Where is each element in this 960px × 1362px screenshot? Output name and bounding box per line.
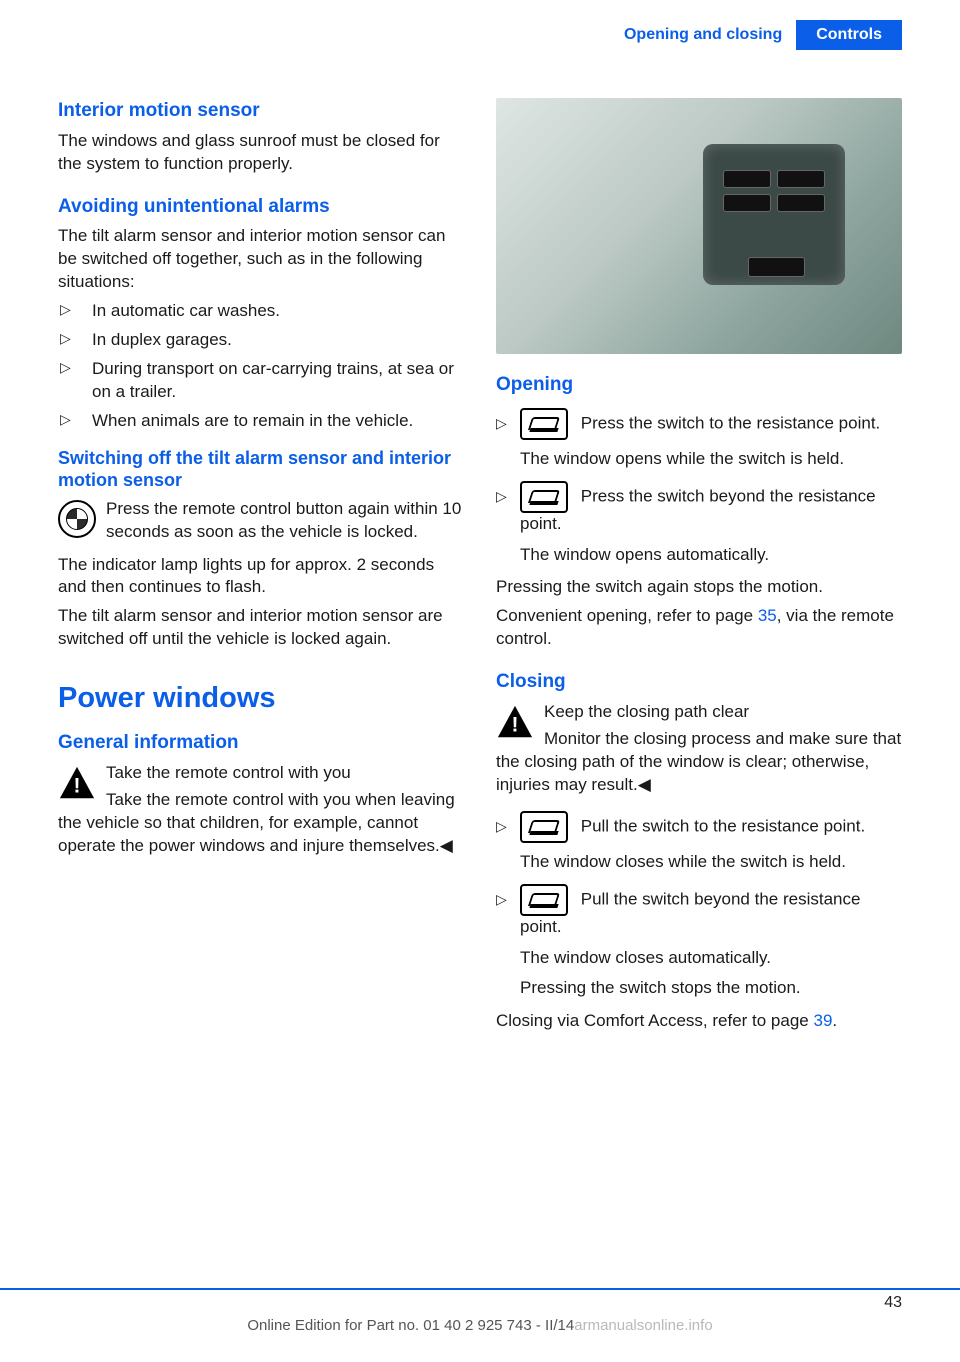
list-item: ▷ Pull the switch to the resistance poin… xyxy=(496,811,902,874)
open-step-text: Press the switch to the resistance point… xyxy=(581,413,881,432)
footer: 43 Online Edition for Part no. 01 40 2 9… xyxy=(0,1316,960,1336)
open-step-text: Press the switch beyond the resistance p… xyxy=(520,486,876,533)
list-avoid-situations: In automatic car washes. In duplex garag… xyxy=(58,300,464,433)
bullet-marker-icon: ▷ xyxy=(496,817,507,836)
list-item: ▷ Press the switch beyond the resistance… xyxy=(496,481,902,567)
close-step-note: Pressing the switch stops the motion. xyxy=(520,977,902,1000)
list-item: During transport on car-carrying trains,… xyxy=(58,358,464,404)
heading-switching-off: Switching off the tilt alarm sensor and … xyxy=(58,447,464,492)
left-column: Interior motion sensor The windows and g… xyxy=(58,98,464,1039)
page-number: 43 xyxy=(884,1292,902,1314)
bmw-roundel-icon xyxy=(58,500,96,538)
breadcrumb: Opening and closing Controls xyxy=(58,20,902,50)
window-switch-icon xyxy=(520,811,568,843)
close-step-text: Pull the switch beyond the resistance po… xyxy=(520,889,860,936)
para-avoiding-alarms: The tilt alarm sensor and interior motio… xyxy=(58,225,464,294)
heading-power-windows: Power windows xyxy=(58,679,464,718)
breadcrumb-section: Opening and closing xyxy=(610,20,796,50)
para-interior-motion: The windows and glass sunroof must be cl… xyxy=(58,130,464,176)
svg-text:!: ! xyxy=(74,775,81,798)
close-step-text: Pull the switch to the resistance point. xyxy=(581,816,865,835)
para-comfort-access: Closing via Comfort Access, refer to pag… xyxy=(496,1010,902,1033)
figure-door-window-switches xyxy=(496,98,902,354)
window-switch-icon xyxy=(520,408,568,440)
footer-divider xyxy=(0,1288,960,1291)
bullet-marker-icon: ▷ xyxy=(496,414,507,433)
list-item: ▷ Pull the switch beyond the resistance … xyxy=(496,884,902,1001)
warning-triangle-icon: ! xyxy=(496,703,534,741)
warning-body: Take the remote control with you when le… xyxy=(58,789,464,858)
para-switchoff-indicator: The indicator lamp lights up for approx.… xyxy=(58,554,464,600)
close-step-result: The window closes automatically. xyxy=(520,947,902,970)
heading-general-info: General information xyxy=(58,730,464,756)
window-switch-icon xyxy=(520,481,568,513)
warning-title: Take the remote control with you xyxy=(58,762,464,785)
right-column: Opening ▷ Press the switch to the resist… xyxy=(496,98,902,1039)
heading-interior-motion-sensor: Interior motion sensor xyxy=(58,98,464,124)
para-opening-stop: Pressing the switch again stops the moti… xyxy=(496,576,902,599)
warning-title: Keep the closing path clear xyxy=(496,701,902,724)
open-step-result: The window opens automatically. xyxy=(520,544,902,567)
close-step-result: The window closes while the switch is he… xyxy=(520,851,902,874)
window-switch-icon xyxy=(520,884,568,916)
footer-edition-text: Online Edition for Part no. 01 40 2 925 … xyxy=(247,1317,574,1334)
page-ref-link[interactable]: 39 xyxy=(813,1011,832,1030)
list-item: In automatic car washes. xyxy=(58,300,464,323)
warning-body: Monitor the closing process and make sur… xyxy=(496,728,902,797)
list-item: When animals are to remain in the vehicl… xyxy=(58,410,464,433)
open-step-result: The window opens while the switch is hel… xyxy=(520,448,902,471)
svg-text:!: ! xyxy=(512,713,519,736)
breadcrumb-chapter: Controls xyxy=(796,20,902,50)
warning-triangle-icon: ! xyxy=(58,764,96,802)
para-convenient-opening: Convenient opening, refer to page 35, vi… xyxy=(496,605,902,651)
heading-opening: Opening xyxy=(496,372,902,398)
para-switchoff-instruction: Press the remote control button again wi… xyxy=(58,498,464,544)
heading-avoiding-alarms: Avoiding unintentional alarms xyxy=(58,194,464,220)
heading-closing: Closing xyxy=(496,669,902,695)
list-item: ▷ Press the switch to the resistance poi… xyxy=(496,408,902,471)
page-ref-link[interactable]: 35 xyxy=(758,606,777,625)
list-item: In duplex garages. xyxy=(58,329,464,352)
watermark-text: armanualsonline.info xyxy=(574,1317,712,1334)
bullet-marker-icon: ▷ xyxy=(496,487,507,506)
bullet-marker-icon: ▷ xyxy=(496,890,507,909)
para-switchoff-until-locked: The tilt alarm sensor and interior motio… xyxy=(58,605,464,651)
